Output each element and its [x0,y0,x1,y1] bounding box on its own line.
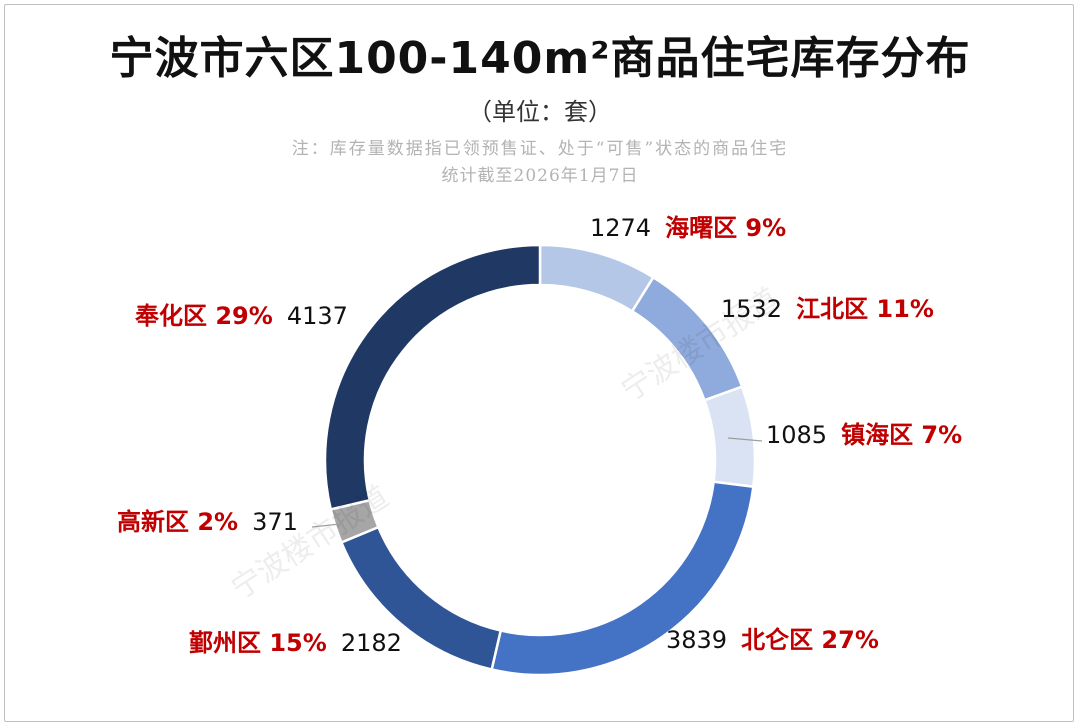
slice-name-label: 海曙区 9% [665,214,786,242]
slice-name-label: 奉化区 29% [134,302,273,330]
chart-title: 宁波市六区100-140m²商品住宅库存分布 [109,33,971,84]
slice-value-label: 1085 [766,421,827,449]
slice-3 [702,385,757,489]
slice-value-label: 3839 [666,626,727,654]
slice-name-label: 北仑区 27% [741,626,879,654]
slice-name-label: 镇海区 7% [841,421,962,449]
slice-label: 奉化区 29% 4137 [134,302,348,330]
leader-lines [311,437,763,528]
chart-frame [4,4,1074,722]
unit-label: （单位：套） [468,98,612,126]
slice-label: 1532 江北区 11% [721,295,934,323]
slice-name-label: 江北区 11% [796,295,934,323]
slice-1 [538,243,656,313]
slice-label: 1274 海曙区 9% [590,214,786,242]
note-line-2: 统计截至2026年1月7日 [441,166,639,186]
slice-name-label: 高新区 2% [117,508,238,536]
slice-value-label: 1532 [721,295,782,323]
slice-value-label: 371 [252,508,298,536]
slice-label: 高新区 2% 371 [117,508,298,536]
slice-name-label: 鄞州区 15% [189,629,327,657]
note-line-1: 注：库存量数据指已领预售证、处于“可售”状态的商品住宅 [291,139,789,159]
slice-value-label: 1274 [590,214,651,242]
slice-value-label: 2182 [341,629,402,657]
leader-line [727,437,763,442]
slice-value-label: 4137 [287,302,348,330]
donut-slices [323,243,757,677]
slice-7 [323,243,542,511]
slice-label: 1085 镇海区 7% [766,421,962,449]
leader-line [311,523,341,528]
slice-labels: 1274 海曙区 9% 1532 江北区 11% 1085 镇海区 7% 3839 北仑区 2… [117,214,962,657]
slice-label: 鄞州区 15% 2182 [189,629,402,657]
slice-label: 3839 北仑区 27% [666,626,879,654]
